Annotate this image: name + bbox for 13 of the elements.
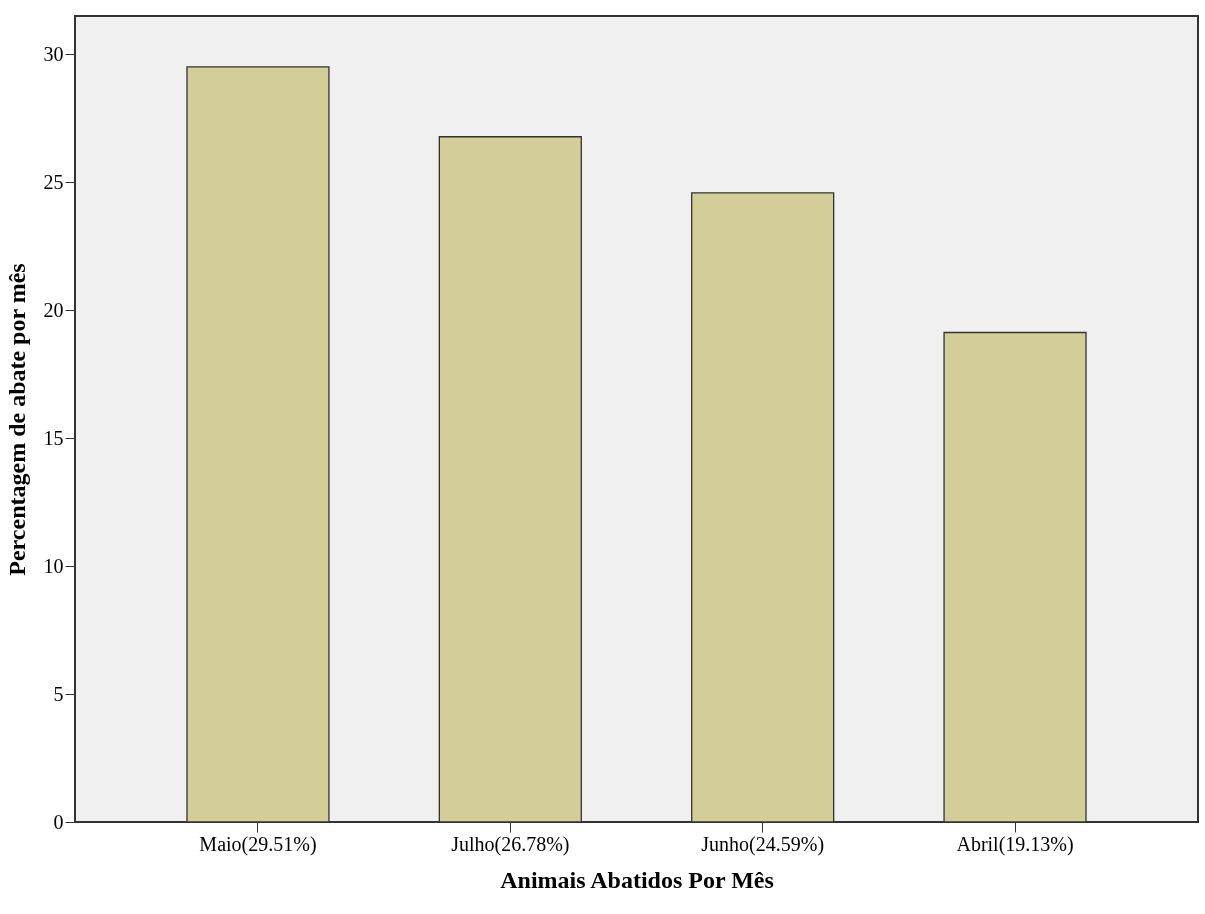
y-tick-label: 0 bbox=[53, 810, 64, 833]
y-tick-label: 25 bbox=[43, 170, 64, 193]
x-tick-label: Julho(26.78%) bbox=[451, 832, 570, 856]
x-tick-label: Junho(24.59%) bbox=[701, 832, 825, 856]
y-tick-label: 20 bbox=[43, 298, 64, 321]
x-tick-label: Maio(29.51%) bbox=[199, 832, 317, 856]
x-axis-title: Animais Abatidos Por Mês bbox=[500, 866, 774, 893]
y-tick-label: 10 bbox=[43, 554, 64, 577]
y-tick-label: 30 bbox=[43, 42, 64, 65]
y-axis-title: Percentagem de abate por mês bbox=[3, 263, 30, 576]
y-tick-label: 15 bbox=[43, 426, 64, 449]
y-tick-label: 5 bbox=[53, 682, 64, 705]
x-tick-label: Abril(19.13%) bbox=[956, 832, 1074, 856]
